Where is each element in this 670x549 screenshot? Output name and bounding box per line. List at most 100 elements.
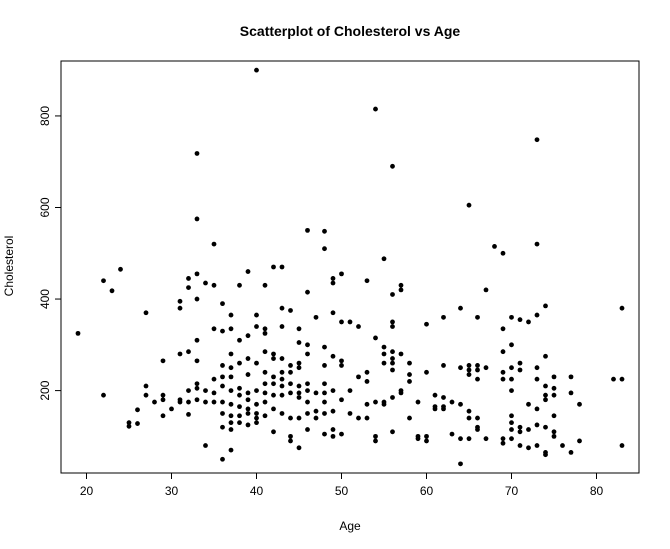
data-point (296, 395, 302, 400)
data-point (517, 367, 523, 373)
data-point (517, 360, 523, 366)
data-point (390, 356, 395, 361)
data-point (509, 388, 514, 393)
data-point (322, 246, 327, 252)
data-point (390, 324, 395, 329)
data-point (75, 330, 81, 336)
data-point (296, 340, 302, 345)
data-point (483, 287, 489, 293)
data-point (279, 305, 285, 311)
data-point (160, 397, 166, 403)
data-point (568, 374, 574, 380)
data-point (534, 422, 540, 428)
data-point (373, 438, 378, 444)
data-point (254, 360, 259, 366)
data-point (271, 264, 276, 270)
data-point (211, 282, 217, 288)
data-point (475, 363, 480, 368)
data-point (203, 280, 208, 286)
data-point (441, 314, 446, 320)
data-point (551, 385, 557, 391)
data-point (517, 424, 523, 430)
data-point (143, 392, 149, 398)
data-point (203, 399, 208, 405)
data-point (177, 399, 183, 405)
data-point (313, 390, 319, 396)
data-point (296, 383, 302, 389)
data-point (279, 383, 285, 389)
data-point (194, 271, 200, 277)
data-point (475, 376, 480, 382)
data-point (526, 319, 531, 325)
data-point (296, 415, 302, 421)
y-axis: 200 400 600 800 (38, 106, 61, 401)
data-point (509, 314, 514, 320)
data-point (577, 438, 582, 444)
x-axis: 20 30 40 50 60 70 80 (80, 473, 603, 498)
data-point (279, 392, 285, 398)
data-point (509, 436, 514, 442)
data-point (373, 399, 378, 405)
data-point (466, 436, 472, 442)
data-point (466, 363, 472, 368)
data-point (330, 310, 336, 316)
data-point (390, 360, 395, 366)
data-point (381, 360, 387, 366)
data-point (330, 408, 336, 414)
data-point (534, 376, 540, 382)
data-point (160, 413, 166, 419)
data-point (245, 390, 251, 396)
data-point (254, 67, 259, 73)
data-point (296, 365, 302, 371)
data-point (177, 298, 183, 304)
data-point (543, 424, 548, 430)
data-point (296, 445, 302, 451)
data-point (424, 433, 429, 439)
data-point (220, 383, 225, 389)
data-point (390, 367, 395, 373)
data-point (126, 420, 132, 426)
data-point (458, 305, 463, 311)
data-point (432, 392, 438, 398)
data-point (390, 292, 395, 297)
data-point (254, 324, 259, 329)
data-point (288, 308, 293, 313)
data-point (398, 282, 404, 288)
data-point (381, 344, 387, 350)
data-points (75, 67, 625, 467)
data-point (228, 365, 234, 371)
data-point (194, 151, 200, 156)
data-point (143, 310, 149, 316)
data-point (577, 401, 582, 407)
data-point (203, 443, 208, 448)
data-point (466, 408, 472, 414)
data-point (186, 276, 191, 281)
data-point (534, 406, 540, 412)
data-point (483, 365, 489, 371)
data-point (390, 349, 395, 355)
data-point (305, 342, 310, 348)
data-point (534, 137, 540, 143)
data-point (407, 379, 412, 384)
data-point (288, 381, 293, 387)
x-tick-label: 40 (250, 484, 264, 498)
data-point (509, 376, 514, 382)
data-point (390, 395, 395, 400)
x-axis-label: Age (339, 519, 361, 533)
data-point (220, 374, 225, 380)
data-point (296, 360, 302, 366)
data-point (271, 406, 276, 412)
data-point (220, 456, 225, 462)
data-point (398, 390, 404, 396)
data-point (245, 333, 251, 339)
data-point (118, 266, 123, 272)
data-point (347, 319, 353, 325)
data-point (534, 312, 540, 318)
data-point (398, 287, 404, 293)
data-point (271, 381, 276, 387)
data-point (407, 360, 412, 366)
data-point (126, 423, 132, 429)
data-point (500, 369, 506, 375)
data-point (152, 399, 157, 405)
data-point (509, 413, 514, 419)
